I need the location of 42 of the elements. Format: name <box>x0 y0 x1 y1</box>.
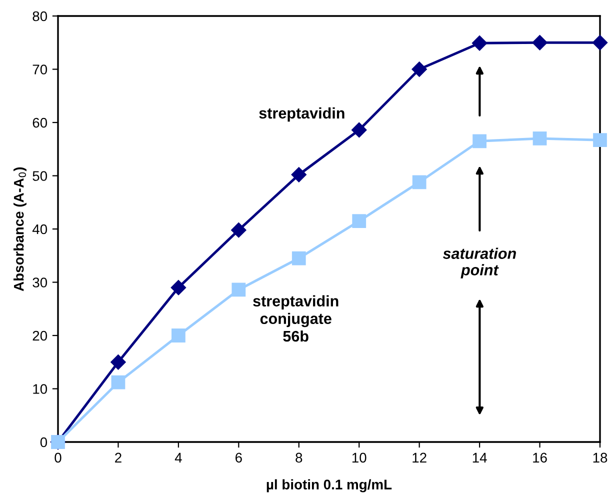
y-tick-label: 80 <box>32 11 48 22</box>
point <box>172 328 186 342</box>
point <box>111 375 126 390</box>
x-axis-title: µl biotin 0.1 mg/mL <box>266 479 392 492</box>
x-tick-label: 14 <box>472 452 487 462</box>
point <box>593 133 607 148</box>
x-tick-label: 18 <box>593 452 608 463</box>
point <box>412 62 427 77</box>
x-tick-label: 16 <box>533 452 547 463</box>
x-tick-label: 6 <box>236 452 242 463</box>
series-label: streptavidin conjugate 56b <box>253 295 338 342</box>
annotation: saturation point <box>442 248 516 278</box>
point <box>412 175 426 190</box>
point <box>472 134 486 148</box>
y-tick-label: 10 <box>33 384 48 394</box>
x-tick-label: 12 <box>412 452 426 462</box>
point <box>110 354 126 370</box>
y-tick-label: 50 <box>32 171 48 181</box>
point <box>170 280 186 296</box>
y-tick-label: 40 <box>32 224 48 234</box>
x-tick-label: 10 <box>352 452 366 463</box>
y-tick-label: 30 <box>32 278 48 288</box>
point <box>291 167 306 182</box>
series-label: streptavidin <box>259 107 344 122</box>
point <box>292 251 306 266</box>
y-axis-title: Absorbance (A-A$_{0}$) <box>14 167 26 292</box>
y-tick-label: 20 <box>32 330 48 341</box>
point <box>232 282 246 297</box>
x-tick-label: 4 <box>174 452 182 462</box>
x-tick-label: 2 <box>115 452 122 462</box>
point <box>231 222 246 238</box>
point <box>472 36 488 51</box>
x-tick-label: 0 <box>54 452 62 463</box>
point <box>352 122 367 138</box>
point <box>532 35 548 50</box>
y-tick-label: 60 <box>32 118 48 128</box>
x-tick-label: 8 <box>296 452 302 463</box>
y-tick-label: 0 <box>40 437 48 448</box>
y-tick-label: 70 <box>32 64 48 74</box>
point <box>352 214 366 228</box>
point <box>532 132 547 146</box>
point <box>592 35 608 50</box>
